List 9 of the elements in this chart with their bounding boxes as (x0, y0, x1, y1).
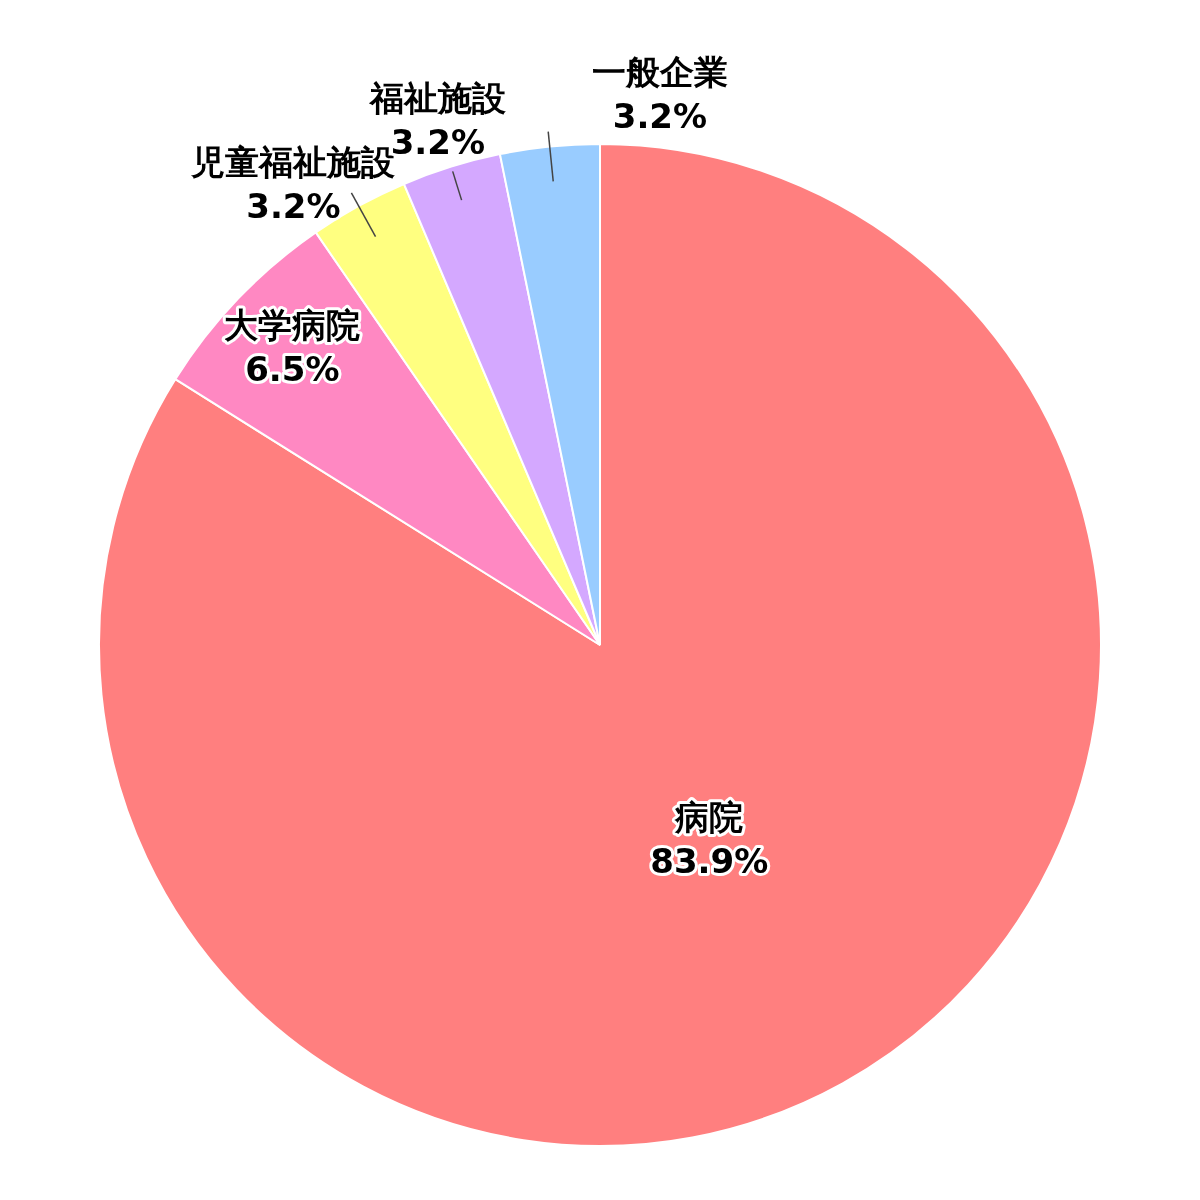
data-label: 3.2% (612, 95, 708, 136)
slice-label: 一般企業 (591, 51, 728, 92)
slice-label: 大学病院 (224, 305, 361, 346)
data-label: 83.9% (650, 841, 769, 882)
slice-label: 児童福祉施設 (190, 141, 396, 182)
data-label: 3.2% (246, 185, 341, 226)
data-label: 6.5% (245, 349, 340, 390)
slice-label: 病院 (674, 797, 744, 838)
slice-label: 福祉施設 (367, 78, 506, 119)
